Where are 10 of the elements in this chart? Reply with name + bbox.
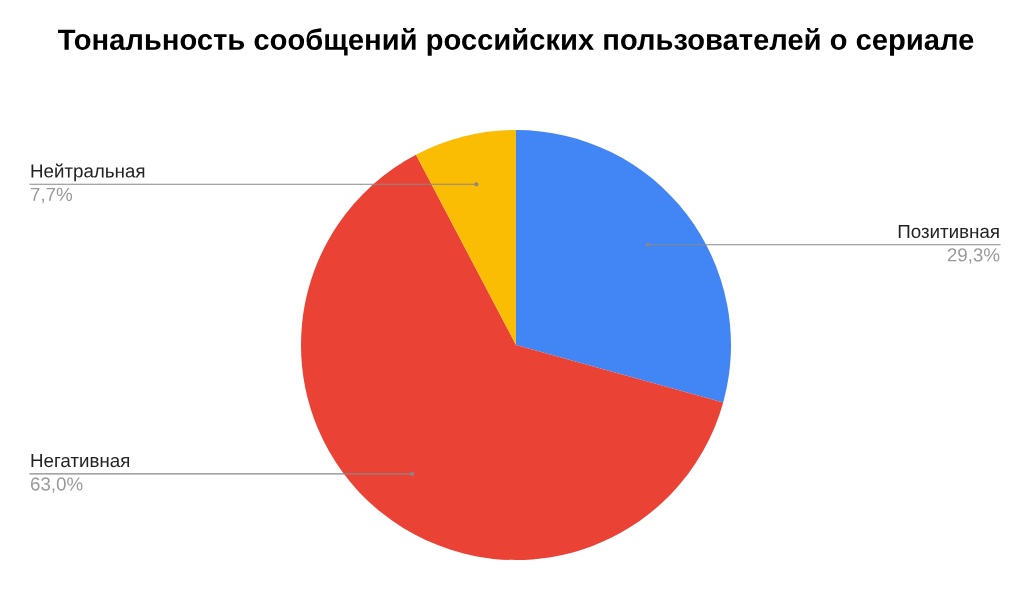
- data-label: 7,7%: [30, 187, 73, 204]
- data-label: 63,0%: [30, 477, 83, 493]
- pie-slice: [415, 130, 516, 345]
- pie-slice: [516, 130, 731, 403]
- chart-title: Тональность сообщений российских пользователей о сериале: [58, 28, 974, 56]
- slice-label: Негативная: [31, 454, 130, 468]
- data-label: 29,3%: [947, 248, 1000, 264]
- slice-label: Позитивная: [898, 224, 999, 239]
- slice-label: Нейтральная: [31, 163, 145, 182]
- pie-slice: [301, 154, 724, 560]
